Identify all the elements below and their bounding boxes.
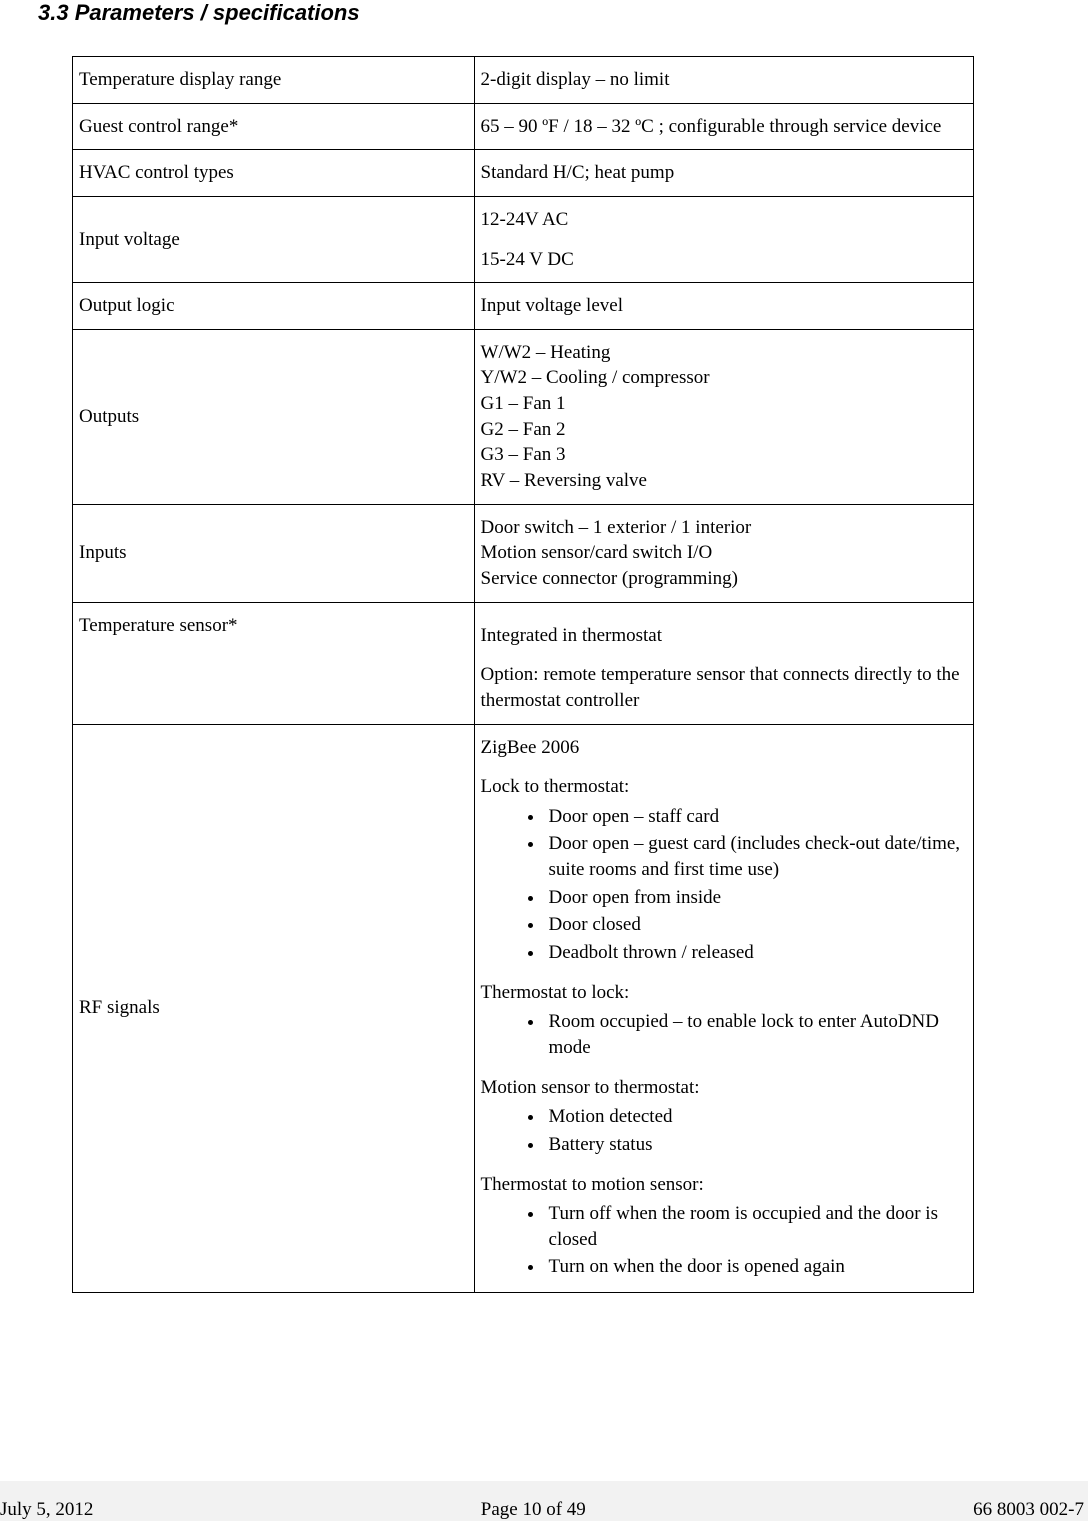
param-value: 12-24V AC15-24 V DC: [474, 196, 973, 282]
param-value: 65 – 90 ºF / 18 – 32 ºC ; configurable t…: [474, 103, 973, 150]
param-label: HVAC control types: [73, 150, 475, 197]
param-value: Door switch – 1 exterior / 1 interiorMot…: [474, 504, 973, 602]
page: 3.3 Parameters / specifications Temperat…: [0, 0, 1088, 1531]
param-label: Output logic: [73, 283, 475, 330]
param-label: Inputs: [73, 504, 475, 602]
table-row: InputsDoor switch – 1 exterior / 1 inter…: [73, 504, 974, 602]
param-label: Input voltage: [73, 196, 475, 282]
table-row: RF signalsZigBee 2006Lock to thermostat:…: [73, 724, 974, 1293]
param-label: Temperature display range: [73, 57, 475, 104]
param-value: W/W2 – HeatingY/W2 – Cooling / compresso…: [474, 329, 973, 504]
param-value: Standard H/C; heat pump: [474, 150, 973, 197]
param-value: Integrated in thermostatOption: remote t…: [474, 602, 973, 724]
footer-date: July 5, 2012: [0, 1499, 93, 1521]
table-row: Temperature display range2-digit display…: [73, 57, 974, 104]
spec-table: Temperature display range2-digit display…: [72, 56, 974, 1293]
footer-page: Page 10 of 49: [481, 1499, 586, 1521]
table-row: Input voltage12-24V AC15-24 V DC: [73, 196, 974, 282]
section-heading: 3.3 Parameters / specifications: [38, 0, 1078, 26]
param-label: Temperature sensor*: [73, 602, 475, 724]
param-value: ZigBee 2006Lock to thermostat:Door open …: [474, 724, 973, 1293]
table-row: Temperature sensor*Integrated in thermos…: [73, 602, 974, 724]
param-label: RF signals: [73, 724, 475, 1293]
table-row: Guest control range*65 – 90 ºF / 18 – 32…: [73, 103, 974, 150]
param-label: Outputs: [73, 329, 475, 504]
table-row: Output logicInput voltage level: [73, 283, 974, 330]
footer-docnum: 66 8003 002-7: [973, 1499, 1084, 1521]
param-value: 2-digit display – no limit: [474, 57, 973, 104]
param-label: Guest control range*: [73, 103, 475, 150]
table-row: HVAC control typesStandard H/C; heat pum…: [73, 150, 974, 197]
param-value: Input voltage level: [474, 283, 973, 330]
table-row: OutputsW/W2 – HeatingY/W2 – Cooling / co…: [73, 329, 974, 504]
page-footer: July 5, 2012 Page 10 of 49 66 8003 002-7: [0, 1481, 1088, 1521]
